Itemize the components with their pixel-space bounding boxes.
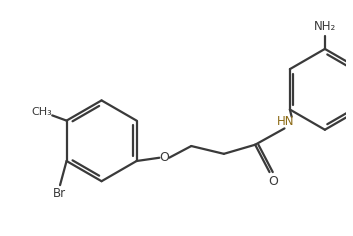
Text: O: O <box>159 151 169 164</box>
Text: HN: HN <box>276 115 294 128</box>
Text: NH₂: NH₂ <box>314 20 336 33</box>
Text: O: O <box>268 175 278 188</box>
Text: Br: Br <box>53 187 66 200</box>
Text: CH₃: CH₃ <box>31 107 52 117</box>
